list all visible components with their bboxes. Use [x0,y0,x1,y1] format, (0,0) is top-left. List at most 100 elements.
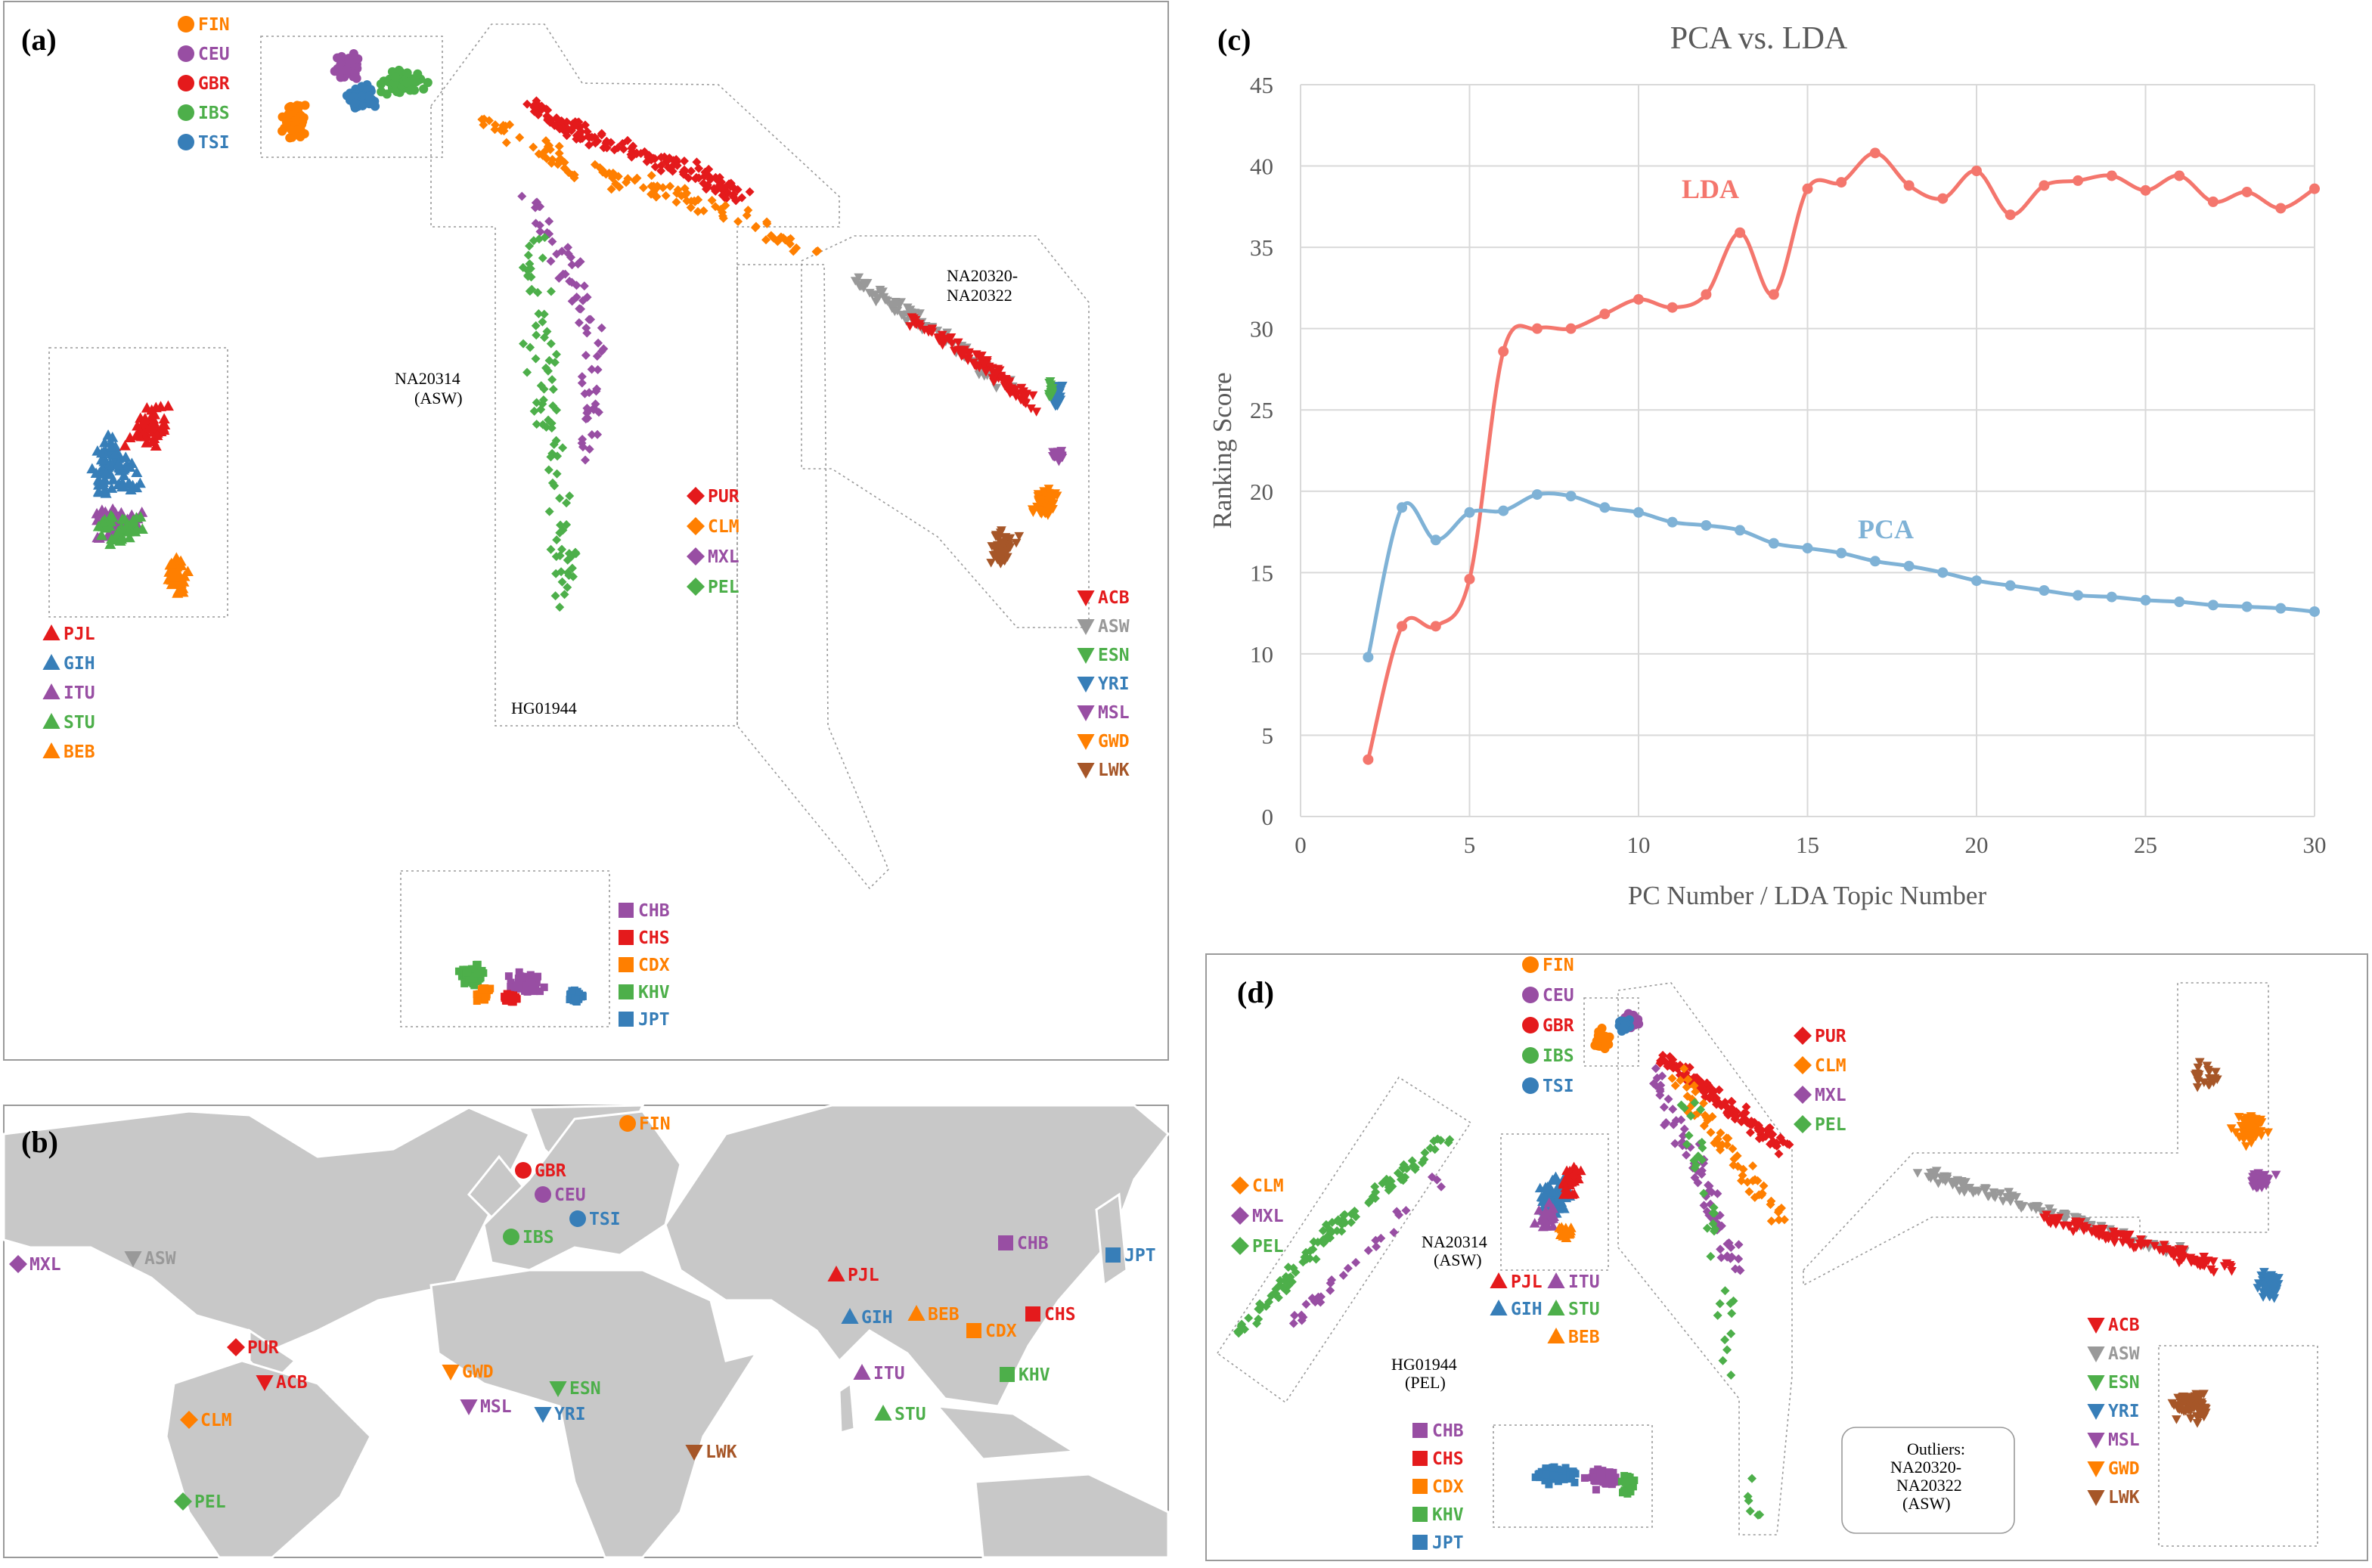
scatter-point [518,262,528,272]
scatter-point [1745,1506,1755,1516]
series-point-lda [1937,193,1949,204]
scatter-point [591,386,601,396]
scatter-point [904,322,915,331]
legend-marker-jpt [619,1012,634,1027]
legend-marker-chb [1412,1423,1428,1438]
scatter-point [131,466,143,477]
annotation-na20322: NA20322 [947,286,1012,305]
series-point-pca [2174,597,2185,608]
scatter-point [1533,1205,1545,1215]
scatter-point [122,525,135,537]
scatter-point [1433,1134,1443,1144]
legend-label-gwd: GWD [1098,732,1130,751]
scatter-point [364,91,374,101]
scatter-point [1396,1175,1406,1185]
scatter-point [733,217,743,227]
scatter-point [684,173,693,183]
series-point-lda [2309,183,2320,194]
scatter-point [557,246,567,256]
scatter-point [622,178,631,187]
scatter-point [2001,1193,2012,1202]
scatter-point [1594,1465,1602,1473]
scatter-point [1697,1155,1707,1165]
scatter-point [474,969,482,978]
scatter-point [570,547,580,557]
scatter-point [1043,389,1054,399]
d-legend-africa: ACB ASW ESN YRI MSL GWD LWK [2087,1315,2140,1508]
legend-label-stu: STU [1568,1300,1600,1319]
legend-marker-gbr [1522,1017,1539,1033]
scatter-point [465,975,473,983]
scatter-point [2159,1241,2169,1250]
legend-label-clm: CLM [708,517,740,537]
map-label-fin: FIN [639,1114,671,1134]
series-point-lda [1599,308,1611,320]
y-tick-label: 45 [1250,72,1273,98]
scatter-point [162,400,174,411]
scatter-point [1686,1111,1696,1121]
scatter-point [100,467,112,479]
scatter-point [2246,1133,2257,1143]
scatter-point [592,352,602,361]
scatter-point [1346,1217,1356,1227]
map-marker-tsi [569,1210,586,1227]
legend-label-chs: CHS [638,928,670,948]
scatter-point [1942,1174,1952,1184]
scatter-point [572,119,582,129]
scatter-point [1668,1063,1678,1073]
scatter-point [538,150,547,160]
scatter-point [1691,1161,1701,1170]
scatter-point [1699,1201,1709,1210]
series-point-pca [2241,601,2253,612]
annotation-na20320: NA20320- [947,266,1018,285]
scatter-point [574,318,584,327]
d-annotation-pel: (PEL) [1405,1373,1446,1392]
scatter-point [2210,1068,2221,1077]
y-tick-label: 20 [1250,479,1273,505]
scatter-point [1702,1223,1712,1233]
scatter-point [532,982,540,990]
scatter-point [402,68,412,78]
scatter-point [1627,1477,1636,1486]
scatter-point [2206,1265,2216,1275]
map-marker-acb [256,1375,274,1391]
scatter-point [531,321,541,330]
map-marker-chs [1025,1306,1040,1322]
map-label-khv: KHV [1019,1365,1050,1385]
scatter-point [1726,1370,1736,1380]
scatter-point [1718,1356,1728,1365]
scatter-point [1750,1192,1760,1202]
legend-label-stu: STU [64,713,95,733]
scatter-point [2110,1229,2120,1239]
scatter-point [569,173,579,183]
scatter-point [859,278,870,288]
scatter-point [154,401,167,411]
scatter-point [1750,1175,1760,1185]
scatter-point [382,89,392,99]
legend-marker-ibs [178,104,194,121]
x-axis-ticks: 0 5 10 15 20 25 30 [1295,832,2326,858]
scatter-point [553,451,563,461]
d-east-asia-outline [1493,1424,1653,1528]
scatter-point [594,338,603,348]
scatter-point [132,429,144,439]
scatter-point [546,452,556,462]
scatter-point [1722,1345,1732,1355]
indonesia-shape [935,1405,1077,1461]
scatter-point [995,528,1006,538]
scatter-point [686,203,696,212]
scatter-point [1297,1315,1307,1325]
map-label-pjl: PJL [848,1266,879,1285]
scatter-point [552,469,562,479]
scatter-point [1443,1138,1453,1148]
scatter-point [1722,1252,1732,1262]
scatter-point [2110,1238,2119,1247]
legend-label-pjl: PJL [64,624,95,644]
scatter-point [547,237,557,246]
scatter-point [1929,1168,1939,1177]
scatter-point [109,448,121,459]
scatter-point [1050,452,1060,462]
scatter-point [410,76,420,85]
scatter-point [512,983,520,991]
scatter-point [1678,1131,1688,1141]
